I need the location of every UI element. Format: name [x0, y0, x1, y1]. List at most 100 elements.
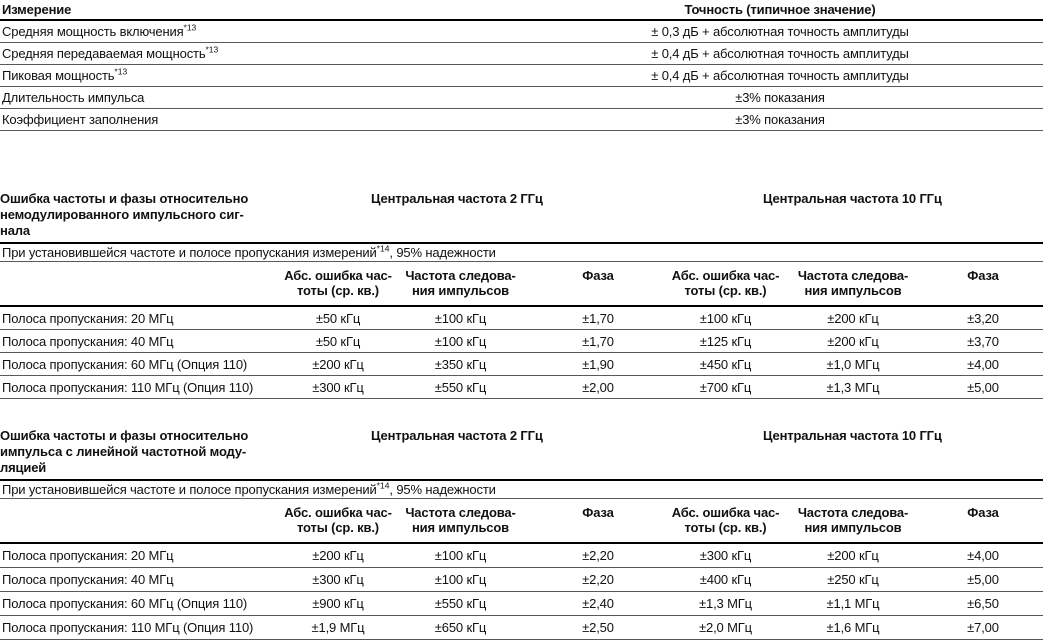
col-header-phase-2ghz: Фаза — [582, 505, 614, 520]
table-body: Полоса пропускания: 20 МГц ±50 кГц ±100 кГ… — [0, 307, 1043, 399]
row-value: ±2,00 — [582, 379, 614, 395]
row-value: ±400 кГц — [699, 572, 752, 587]
row-value: ±2,20 — [582, 572, 614, 587]
row-value: ±6,50 — [967, 596, 999, 611]
row-value: ±1,70 — [582, 310, 614, 326]
row-value: ± 0,3 дБ + абсолютная точность амплитуды — [651, 24, 909, 39]
row-label: Полоса пропускания: 40 МГц — [2, 572, 174, 587]
column-header-row: Абс. ошибка час-тоты (ср. кв.) Частота с… — [0, 262, 1043, 307]
condition-note: При установившейся частоте и полосе проп… — [0, 481, 1043, 499]
col-header-abs-freq-error-2ghz: Абс. ошибка час-тоты (ср. кв.) — [284, 505, 392, 535]
row-label: Полоса пропускания: 110 МГц (Опция 110) — [2, 620, 254, 635]
row-value: ±200 кГц — [312, 356, 364, 372]
col-header-phase-2ghz: Фаза — [582, 268, 614, 283]
table-body: Средняя мощность включения*13 ± 0,3 дБ + … — [0, 21, 1043, 131]
section-title-line: Ошибка частоты и фазы относительно — [0, 428, 249, 443]
table-header-row: Измерение Точность (типичное значение) — [0, 0, 1043, 21]
row-label: Полоса пропускания: 20 МГц — [2, 548, 174, 563]
table-row: Полоса пропускания: 60 МГц (Опция 110) ±2… — [0, 353, 1043, 376]
table-row: Полоса пропускания: 110 МГц (Опция 110) ±… — [0, 376, 1043, 399]
section-title-line: немодулированного импульсного сиг- — [0, 207, 244, 222]
table-row: Пиковая мощность*13 ± 0,4 дБ + абсолютная… — [0, 65, 1043, 87]
col-header-abs-freq-error-2ghz: Абс. ошибка час-тоты (ср. кв.) — [284, 268, 392, 298]
row-value: ±700 кГц — [699, 379, 752, 395]
section-title: Ошибка частоты и фазы относительно импул… — [0, 428, 300, 476]
row-value: ±2,0 МГц — [699, 620, 752, 635]
footnote-marker: *13 — [183, 22, 197, 33]
row-value: ±300 кГц — [312, 572, 364, 587]
col-header-phase-10ghz: Фаза — [967, 268, 999, 283]
row-value: ± 0,4 дБ + абсолютная точность амплитуды — [651, 46, 909, 61]
row-label: Полоса пропускания: 40 МГц — [2, 333, 174, 349]
col-header-accuracy: Точность (типичное значение) — [684, 2, 876, 17]
section-header: Ошибка частоты и фазы относительно немод… — [0, 191, 1043, 244]
row-value: ±200 кГц — [312, 548, 364, 563]
row-value: ±100 кГц — [434, 548, 487, 563]
row-value: ±250 кГц — [827, 572, 879, 587]
row-value: ±4,00 — [967, 548, 999, 563]
row-value: ±5,00 — [967, 379, 999, 395]
row-value: ±3,20 — [967, 310, 999, 326]
row-value: ±200 кГц — [827, 333, 879, 349]
table-row: Коэффициент заполнения ±3% показания — [0, 109, 1043, 131]
row-value: ±1,90 — [582, 356, 614, 372]
row-label: Коэффициент заполнения — [2, 112, 159, 127]
footnote-marker: *14 — [376, 243, 390, 254]
row-value: ±100 кГц — [434, 310, 487, 326]
row-value: ± 0,4 дБ + абсолютная точность амплитуды — [651, 68, 909, 83]
col-header-empty — [0, 505, 283, 542]
row-label: Полоса пропускания: 60 МГц (Опция 110) — [2, 596, 248, 611]
footnote-marker: *14 — [376, 480, 390, 491]
section-title-line: ляцией — [0, 460, 47, 475]
row-value: ±3,70 — [967, 333, 999, 349]
col-header-phase-10ghz: Фаза — [967, 505, 999, 520]
center-freq-10ghz-label: Центральная частота 10 ГГц — [763, 428, 942, 443]
note-text: При установившейся частоте и полосе проп… — [2, 243, 496, 260]
center-freq-10ghz-label: Центральная частота 10 ГГц — [763, 191, 942, 206]
table-row: Полоса пропускания: 60 МГц (Опция 110) ±9… — [0, 592, 1043, 616]
col-header-pulse-rep-freq-10ghz: Частота следова-ния импульсов — [797, 505, 909, 535]
row-value: ±100 кГц — [434, 333, 487, 349]
row-value: ±550 кГц — [434, 379, 487, 395]
section-title-line: импульса с линейной частотной моду- — [0, 444, 247, 459]
col-header-abs-freq-error-10ghz: Абс. ошибка час-тоты (ср. кв.) — [671, 268, 780, 298]
row-value: ±3% показания — [735, 112, 825, 127]
row-label: Полоса пропускания: 60 МГц (Опция 110) — [2, 356, 248, 372]
col-header-pulse-rep-freq-2ghz: Частота следова-ния импульсов — [405, 268, 516, 298]
row-value: ±900 кГц — [312, 596, 364, 611]
col-header-pulse-rep-freq-2ghz: Частота следова-ния импульсов — [405, 505, 516, 535]
table-row: Длительность импульса ±3% показания — [0, 87, 1043, 109]
col-header-pulse-rep-freq-10ghz: Частота следова-ния импульсов — [797, 268, 909, 298]
condition-note: При установившейся частоте и полосе проп… — [0, 244, 1043, 262]
row-label: Пиковая мощность*13 — [2, 66, 128, 83]
row-value: ±2,40 — [582, 596, 614, 611]
section-header: Ошибка частоты и фазы относительно импул… — [0, 428, 1043, 481]
row-value: ±2,20 — [582, 548, 614, 563]
row-value: ±450 кГц — [699, 356, 752, 372]
row-value: ±350 кГц — [434, 356, 487, 372]
row-value: ±4,00 — [967, 356, 999, 372]
row-value: ±1,9 МГц — [311, 620, 365, 635]
section-title: Ошибка частоты и фазы относительно немод… — [0, 191, 300, 239]
row-value: ±200 кГц — [827, 548, 879, 563]
row-value: ±3% показания — [735, 90, 825, 105]
row-value: ±550 кГц — [434, 596, 487, 611]
measurement-accuracy-table: Измерение Точность (типичное значение) С… — [0, 0, 1043, 131]
footnote-marker: *13 — [114, 66, 128, 77]
note-text: При установившейся частоте и полосе проп… — [2, 480, 496, 497]
table-row: Средняя передаваемая мощность*13 ± 0,4 дБ… — [0, 43, 1043, 65]
row-value: ±300 кГц — [699, 548, 752, 563]
section-freq-phase-error-lfm: Ошибка частоты и фазы относительно импул… — [0, 428, 1043, 640]
row-label: Полоса пропускания: 20 МГц — [2, 310, 174, 326]
row-value: ±100 кГц — [434, 572, 487, 587]
row-value: ±1,70 — [582, 333, 614, 349]
row-value: ±50 кГц — [315, 310, 361, 326]
section-title-line: Ошибка частоты и фазы относительно — [0, 191, 249, 206]
row-value: ±1,3 МГц — [826, 379, 880, 395]
row-value: ±50 кГц — [315, 333, 361, 349]
footnote-marker: *13 — [205, 44, 219, 55]
row-value: ±2,50 — [582, 620, 614, 635]
table-row: Полоса пропускания: 40 МГц ±300 кГц ±100 к… — [0, 568, 1043, 592]
row-value: ±200 кГц — [827, 310, 879, 326]
